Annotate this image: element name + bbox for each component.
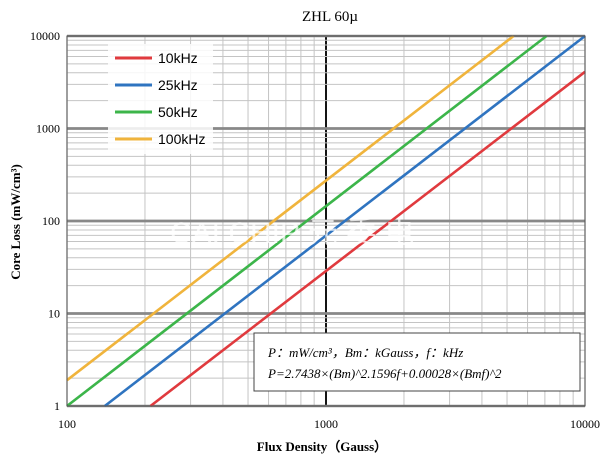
formula-annotation: P：mW/cm³，Bm：kGauss，f：kHz P=2.7438×(Bm)^2… bbox=[253, 332, 581, 392]
series-line-50khz bbox=[66, 34, 548, 408]
legend-label: 10kHz bbox=[158, 50, 198, 66]
series-line-10khz bbox=[149, 70, 586, 408]
y-tick-label: 1000 bbox=[36, 122, 60, 136]
legend-label: 100kHz bbox=[158, 131, 205, 147]
watermark: CAI CHIP 元 委 电 bbox=[170, 217, 414, 250]
series-line-25khz bbox=[104, 34, 586, 408]
plot-frame bbox=[66, 35, 586, 407]
legend-label: 50kHz bbox=[158, 104, 198, 120]
y-tick-label: 1 bbox=[54, 399, 60, 413]
annotation-line-1: P：mW/cm³，Bm：kGauss，f：kHz bbox=[267, 345, 463, 360]
legend-label: 25kHz bbox=[158, 77, 198, 93]
x-axis-label: Flux Density（Gauss） bbox=[257, 439, 387, 454]
y-tick-label: 10000 bbox=[30, 29, 60, 43]
y-tick-label: 100 bbox=[42, 214, 60, 228]
y-axis-label: Core Loss (mW/cm³) bbox=[8, 164, 23, 280]
x-tick-label: 1000 bbox=[314, 417, 338, 431]
chart-title: ZHL 60µ bbox=[302, 9, 358, 25]
y-tick-label: 10 bbox=[48, 307, 60, 321]
annotation-box bbox=[253, 332, 581, 392]
legend: 10kHz 25kHz 50kHz 100kHz bbox=[108, 44, 213, 154]
tick-labels: 100 1000 10000 1 10 100 1000 10000 bbox=[30, 29, 600, 431]
series-lines bbox=[66, 34, 586, 408]
legend-background bbox=[108, 44, 213, 154]
x-tick-label: 100 bbox=[58, 417, 76, 431]
series-line-100khz bbox=[66, 34, 515, 382]
annotation-line-2: P=2.7438×(Bm)^2.1596f+0.00028×(Bmf)^2 bbox=[267, 366, 502, 381]
x-tick-label: 10000 bbox=[570, 417, 600, 431]
